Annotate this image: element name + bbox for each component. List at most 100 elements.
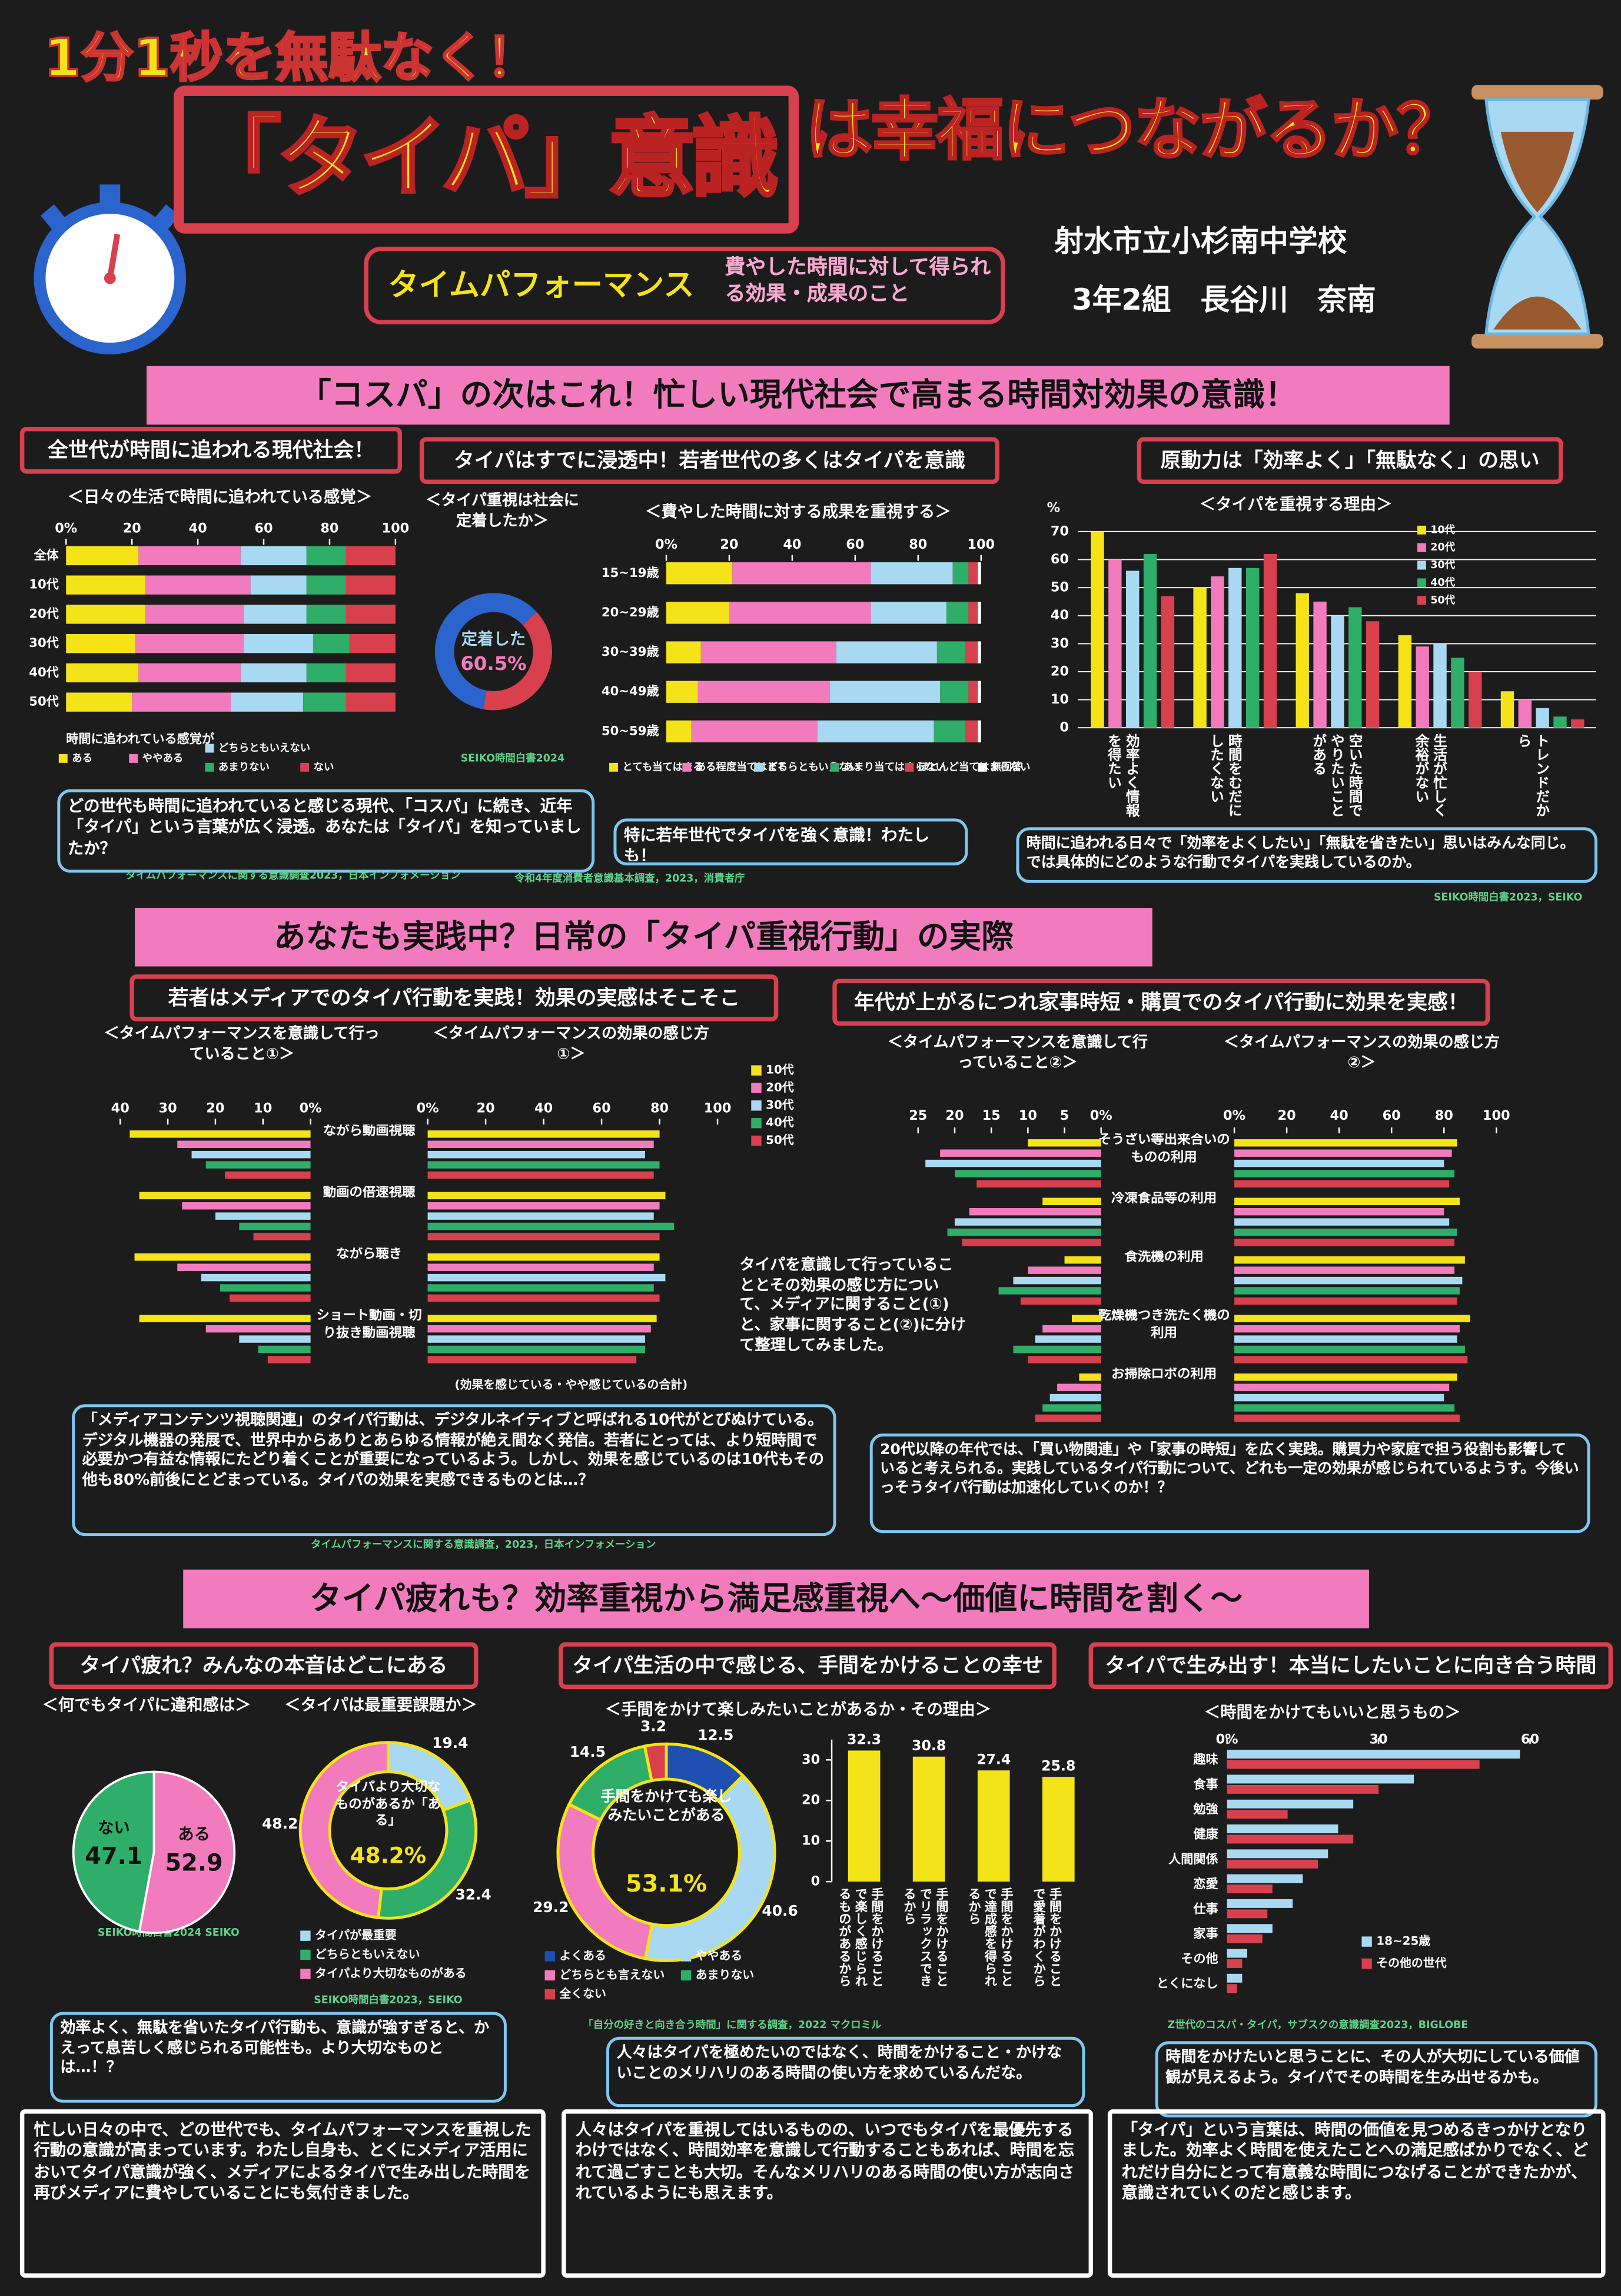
bar	[954, 1170, 1101, 1177]
bar	[1028, 1139, 1101, 1147]
segment-label: 3.2	[640, 1718, 666, 1735]
y-tick-label: 15~19歳	[602, 565, 659, 580]
segment-label: 40.6	[762, 1902, 798, 1919]
y-tick-label: お掃除ロボの利用	[1111, 1368, 1217, 1382]
y-tick-label: 50	[1051, 580, 1069, 595]
bar	[427, 1263, 654, 1271]
x-tick-label: 30	[159, 1100, 177, 1116]
panel-heading-frame	[832, 978, 1490, 1026]
legend-swatch	[609, 762, 618, 772]
chart-title: ＜タイムパフォーマンスを意識して行っていること②＞	[887, 1033, 1148, 1071]
y-tick-label-box: 食洗機の利用	[1124, 1250, 1204, 1265]
bar	[1234, 1297, 1457, 1305]
bar	[1234, 1383, 1450, 1391]
bar	[427, 1335, 645, 1343]
bar	[1227, 1849, 1328, 1859]
bar	[1416, 646, 1429, 728]
chart-title: ＜時間をかけてもいいと思うもの＞	[1204, 1704, 1461, 1722]
bar	[427, 1140, 654, 1148]
note: 時間に追われる日々で「効率をよくしたい」「無駄を省きたい」思いはみんな同じ。では…	[1026, 836, 1575, 871]
y-tick-label: 10代	[29, 577, 59, 592]
bar-segment	[968, 681, 978, 703]
bar	[427, 1345, 645, 1353]
bar	[1028, 1356, 1101, 1363]
bar	[1227, 1984, 1237, 1993]
bar	[1161, 596, 1175, 728]
bar-segment	[934, 720, 966, 743]
legend-label: 10代	[1430, 523, 1455, 536]
bar	[1234, 1325, 1460, 1333]
bar	[1234, 1197, 1460, 1206]
source: SEIKO時間白書2023，SEIKO	[1434, 891, 1582, 904]
center-label-box: 手間をかけても楽しみたいことがある	[601, 1789, 732, 1824]
bar	[1234, 1276, 1463, 1285]
panel-heading-frame	[1088, 1642, 1613, 1690]
bar	[1042, 1404, 1101, 1412]
bar	[1227, 1884, 1273, 1894]
x-tick-label: 手間をかけることで愛着がわくから	[1031, 1887, 1062, 1988]
bar	[1234, 1256, 1465, 1264]
bar	[205, 1325, 311, 1333]
y-tick-label: 食洗機の利用	[1124, 1250, 1204, 1265]
bar	[427, 1284, 654, 1292]
bar	[1020, 1297, 1101, 1305]
x-tick-label-box: 手間をかけることでリラックスできるから	[901, 1887, 948, 1987]
bar-segment	[968, 562, 978, 585]
bar	[258, 1345, 311, 1353]
chart-title: ＜日々の生活で時間に追われている感覚＞	[68, 487, 372, 506]
bar	[1013, 1276, 1101, 1285]
y-tick-label: 0	[811, 1874, 821, 1889]
y-tick-label: 30~39歳	[602, 644, 659, 659]
x-tick-label: 0%	[655, 537, 677, 552]
value-label: 30.8	[912, 1737, 946, 1754]
bar	[253, 1233, 311, 1240]
footnote: (効果を感じている・やや感じているの合計)	[454, 1378, 687, 1391]
x-tick-label: 40	[783, 537, 801, 552]
bar	[1227, 1959, 1243, 1968]
y-tick-label: 仕事	[1193, 1901, 1218, 1916]
conclusion-frame	[1107, 2109, 1606, 2278]
bar	[1143, 553, 1157, 728]
x-tick-label: 生活が忙しく余裕がない	[1411, 734, 1446, 817]
bar	[427, 1253, 660, 1261]
x-tick-label: 20	[1278, 1108, 1296, 1123]
bar	[427, 1325, 651, 1333]
x-tick-label: 80	[1435, 1108, 1453, 1123]
note-frame	[613, 818, 968, 865]
bar-segment	[666, 720, 692, 743]
x-tick-label: 5	[1060, 1108, 1069, 1123]
bar	[1433, 643, 1447, 728]
panel-heading-frame	[129, 974, 779, 1021]
bar	[1227, 1750, 1520, 1759]
x-tick-label: 時間をむだにしたくない	[1207, 734, 1241, 817]
legend-swatch	[544, 1970, 555, 1980]
bar-segment	[240, 546, 307, 566]
bar	[191, 1150, 311, 1159]
bar-segment	[250, 575, 307, 595]
bar-segment	[946, 602, 969, 624]
legend-swatch	[1361, 1936, 1372, 1947]
bar	[848, 1750, 881, 1882]
bar-segment	[346, 605, 396, 624]
note: 特に若年世代でタイパを強く意識！わたしも！	[623, 825, 930, 861]
donut-segment	[643, 1773, 776, 1962]
conclusion: 人々はタイパを重視してはいるものの、いつでもタイパを最優先するわけではなく、時間…	[575, 2120, 1075, 2202]
pie-slice	[72, 1770, 155, 1933]
bar	[1234, 1414, 1460, 1422]
legend-label: 18~25歳	[1376, 1935, 1430, 1948]
panel-heading-frame	[49, 1642, 479, 1690]
bar-segment	[346, 575, 396, 595]
legend-swatch	[680, 1970, 692, 1980]
note-frame	[606, 2036, 1085, 2108]
y-tick-label: 家事	[1193, 1926, 1218, 1941]
legend-label: 10代	[766, 1063, 794, 1077]
x-tick-label: 40	[111, 1100, 129, 1116]
x-tick-label: 10	[254, 1100, 272, 1116]
bar	[267, 1356, 311, 1363]
bar	[1227, 1973, 1243, 1983]
conclusion-frame	[562, 2109, 1094, 2278]
legend-label: どちらともいえない	[218, 742, 310, 754]
bar	[1035, 1414, 1101, 1422]
bar	[1245, 568, 1260, 728]
